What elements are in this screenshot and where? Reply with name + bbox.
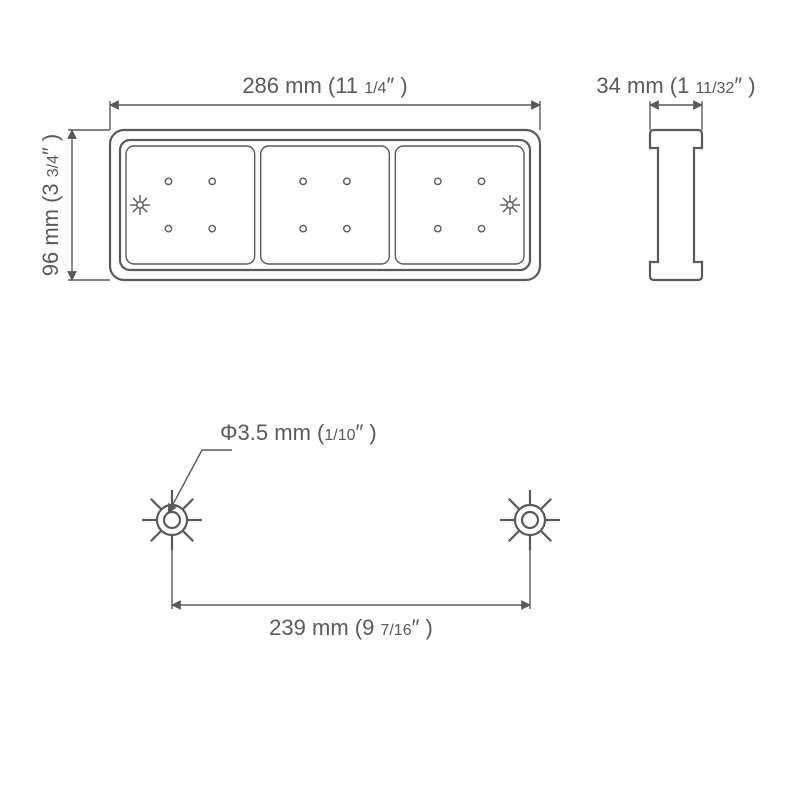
svg-text:96 mm (3 3/4″ ): 96 mm (3 3/4″ ) (38, 134, 63, 277)
svg-text:34 mm (1 11/32″ ): 34 mm (1 11/32″ ) (596, 73, 755, 98)
svg-text:286 mm (11 1/4″ ): 286 mm (11 1/4″ ) (242, 73, 407, 98)
mounting-holes (142, 490, 560, 550)
dimensional-drawing: 286 mm (11 1/4″ ) 96 mm (3 3/4″ ) 34 mm (1… (0, 0, 800, 800)
front-view (110, 130, 540, 280)
svg-text:Φ3.5 mm (1/10″ ): Φ3.5 mm (1/10″ ) (220, 420, 377, 445)
svg-text:239 mm (9 7/16″ ): 239 mm (9 7/16″ ) (269, 615, 433, 640)
side-view (650, 130, 702, 280)
